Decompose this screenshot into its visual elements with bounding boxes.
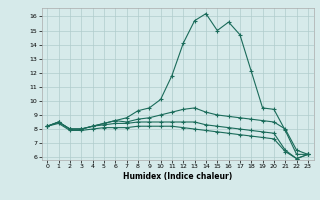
X-axis label: Humidex (Indice chaleur): Humidex (Indice chaleur) xyxy=(123,172,232,181)
